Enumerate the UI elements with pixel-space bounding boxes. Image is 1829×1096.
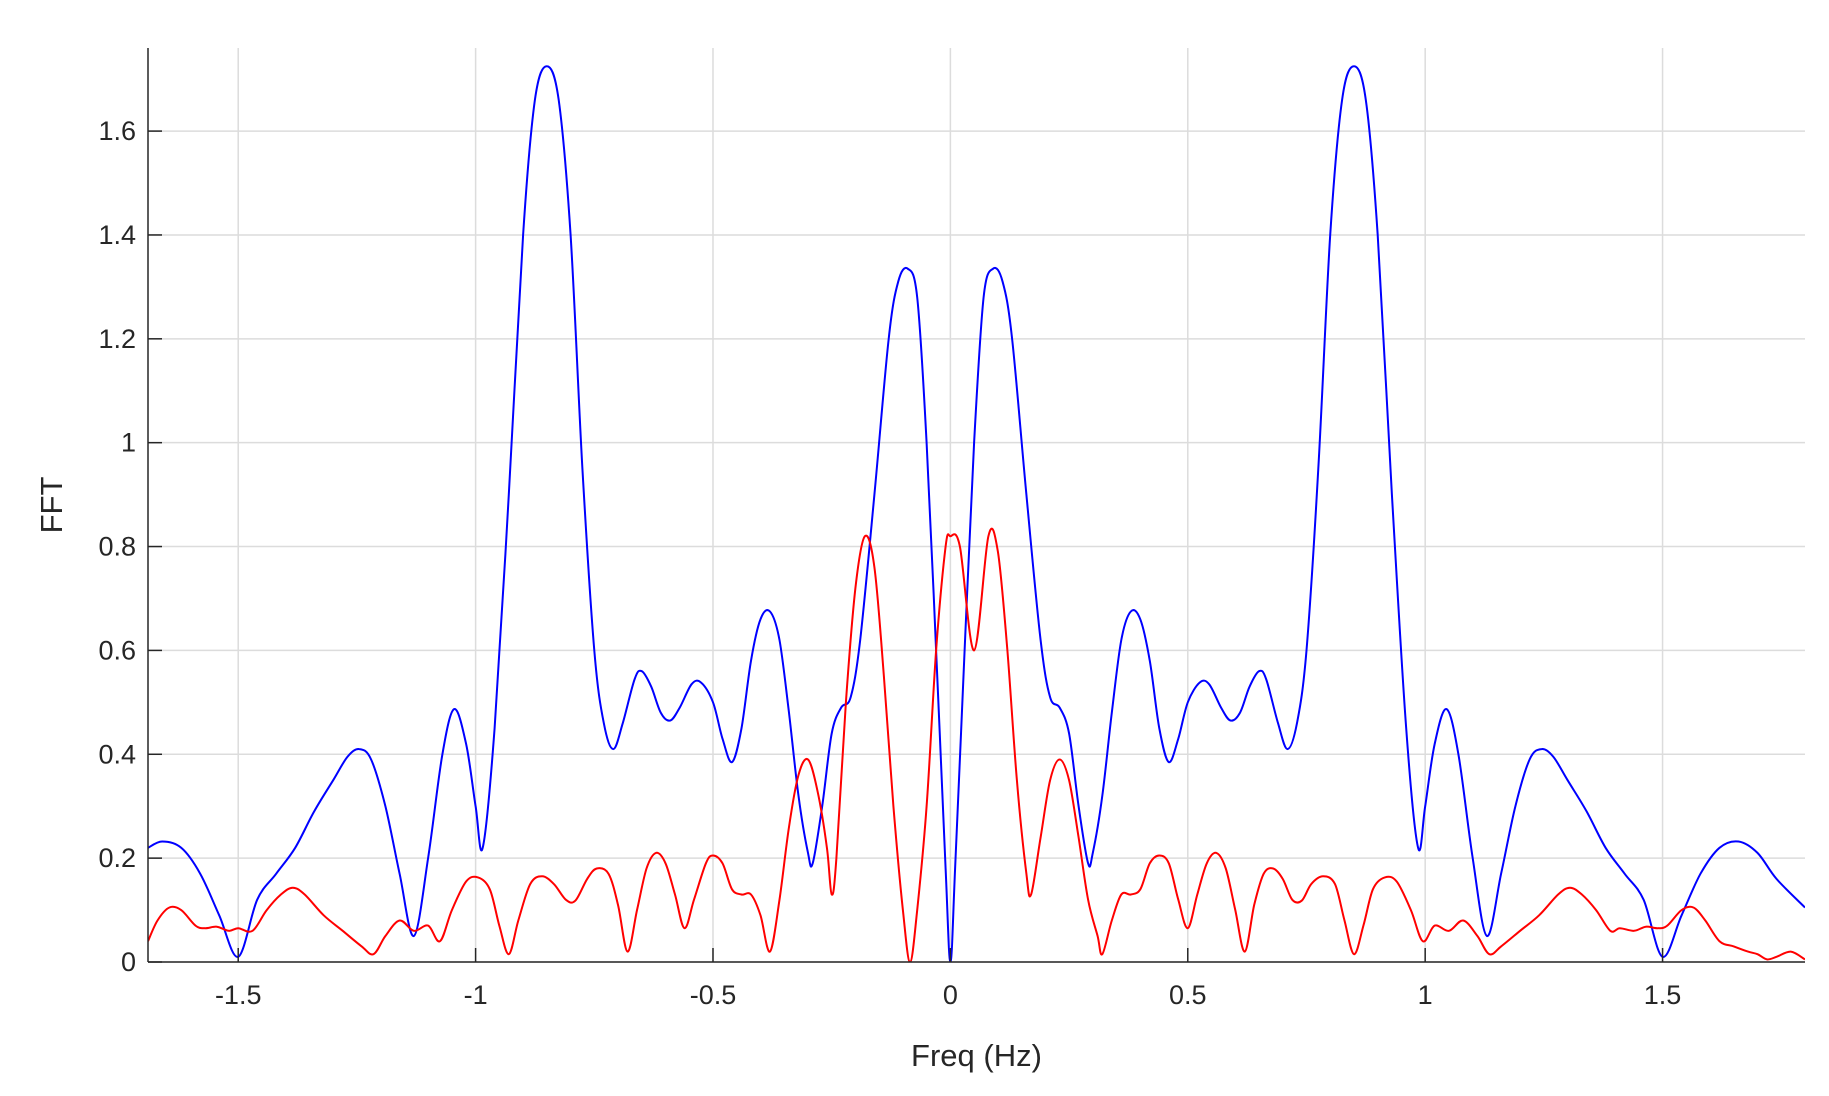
- x-tick-label: 0.5: [1169, 980, 1207, 1010]
- series-line-2: [148, 527, 1805, 962]
- axes: [147, 48, 1805, 963]
- x-tick-label: -1: [464, 980, 488, 1010]
- series-layer: [148, 65, 1805, 962]
- y-tick-label: 0.8: [98, 532, 136, 562]
- y-tick-label: 1.6: [98, 116, 136, 146]
- x-tick-label: -0.5: [690, 980, 737, 1010]
- y-tick-label: 0.2: [98, 843, 136, 873]
- y-tick-label: 0.4: [98, 739, 136, 769]
- y-tick-label: 0.6: [98, 635, 136, 665]
- x-tick-label: 1: [1418, 980, 1433, 1010]
- tick-labels: -1.5 -1 -0.5 0 0.5 1 1.5 0 0.2 0.4 0.6 0.8 1 1.2 1.4 1.…: [98, 116, 1681, 1010]
- x-tick-label: 0: [943, 980, 958, 1010]
- x-tick-label: 1.5: [1644, 980, 1682, 1010]
- y-tick-label: 1: [121, 428, 136, 458]
- x-tick-label: -1.5: [215, 980, 262, 1010]
- y-tick-label: 1.4: [98, 220, 136, 250]
- series-line-1: [148, 65, 1805, 962]
- x-axis-label: Freq (Hz): [911, 1038, 1042, 1073]
- y-axis-label: FFT: [34, 477, 69, 534]
- y-tick-label: 1.2: [98, 324, 136, 354]
- y-tick-label: 0: [121, 947, 136, 977]
